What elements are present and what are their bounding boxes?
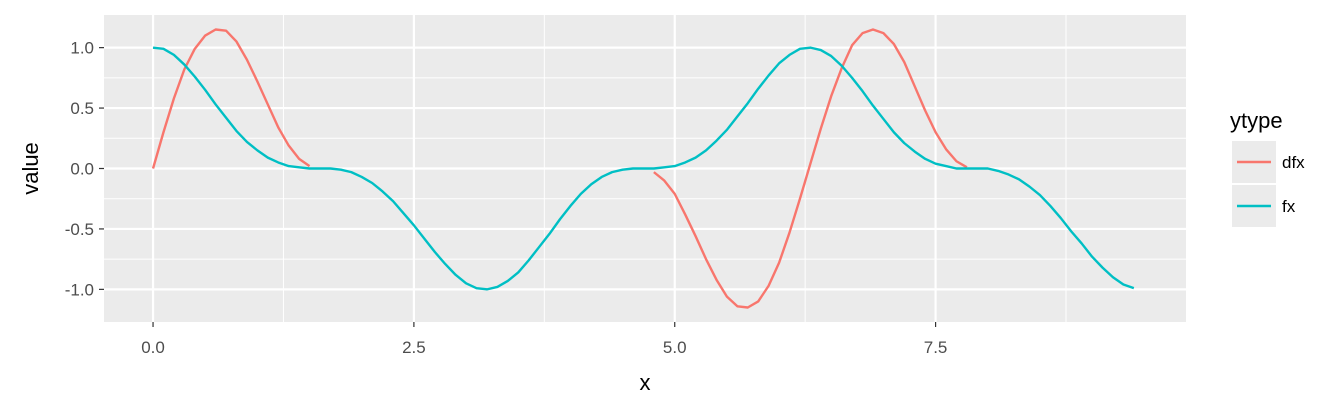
y-axis-title: value xyxy=(18,142,43,195)
legend-label-fx: fx xyxy=(1282,197,1296,216)
legend-title: ytype xyxy=(1230,108,1283,133)
y-axis: 1.0 0.5 0.0 -0.5 -1.0 xyxy=(65,39,104,299)
x-axis: 0.0 2.5 5.0 7.5 xyxy=(141,322,947,357)
x-axis-title: x xyxy=(640,370,651,395)
series-lines xyxy=(151,28,1135,309)
y-tick-label: -0.5 xyxy=(65,220,94,239)
y-tick-label: -1.0 xyxy=(65,280,94,299)
x-tick-label: 0.0 xyxy=(141,338,165,357)
x-tick-label: 2.5 xyxy=(402,338,426,357)
series-line-dfx xyxy=(653,28,968,309)
y-tick-label: 0.5 xyxy=(70,99,94,118)
series-line-fx xyxy=(152,46,1135,291)
y-tick-label: 1.0 xyxy=(70,39,94,58)
series-line-dfx xyxy=(151,28,311,169)
legend-label-dfx: dfx xyxy=(1282,153,1305,172)
legend: ytype dfx fx xyxy=(1230,108,1305,227)
x-tick-label: 7.5 xyxy=(924,338,948,357)
x-tick-label: 5.0 xyxy=(663,338,687,357)
y-tick-label: 0.0 xyxy=(70,160,94,179)
